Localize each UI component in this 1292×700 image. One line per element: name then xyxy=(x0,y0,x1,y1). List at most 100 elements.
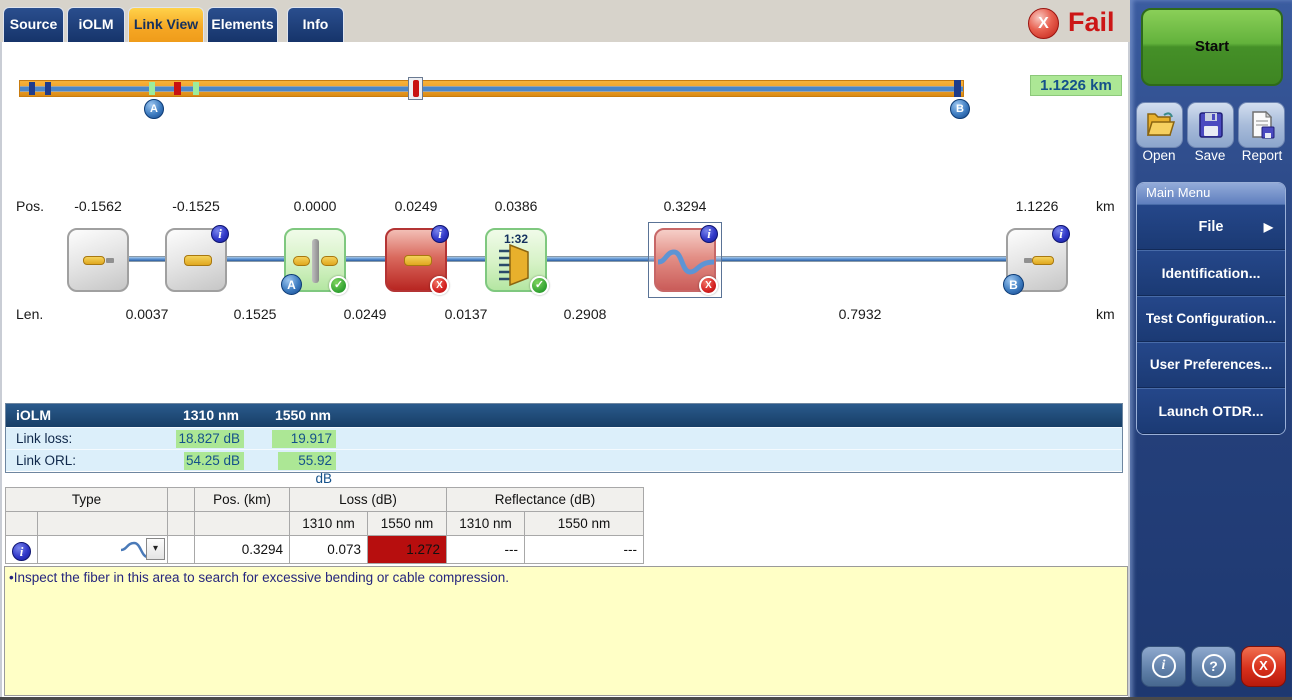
menu-item-file[interactable]: File ▶ xyxy=(1137,204,1285,250)
subcol-refl-1310: 1310 nm xyxy=(446,511,525,536)
element-position: 0.0386 xyxy=(494,198,538,214)
menu-item-identification[interactable]: Identification... xyxy=(1137,250,1285,296)
overview-marker-fail[interactable] xyxy=(174,82,181,95)
pos-unit-label: km xyxy=(1096,198,1115,214)
fail-x-badge-icon: X xyxy=(430,276,449,295)
row-blank-cell xyxy=(167,535,195,564)
connector-cross-icon xyxy=(312,239,319,283)
element-splice-2[interactable]: i xyxy=(165,225,229,292)
splitter-icon xyxy=(499,244,529,286)
point-b-badge: B xyxy=(1003,274,1024,295)
help-icon: ? xyxy=(1201,654,1226,678)
start-button[interactable]: Start xyxy=(1141,8,1283,86)
overview-marker-pass[interactable] xyxy=(193,82,199,95)
type-dropdown-button[interactable]: ▾ xyxy=(146,538,165,560)
len-unit-label: km xyxy=(1096,306,1115,322)
exit-button[interactable]: X xyxy=(1241,646,1286,687)
diagnostic-message-box: •Inspect the fiber in this area to searc… xyxy=(4,566,1128,696)
info-badge-icon: i xyxy=(700,225,718,243)
col-header-loss: Loss (dB) xyxy=(289,487,447,512)
info-badge-icon: i xyxy=(211,225,229,243)
link-overview-bar xyxy=(19,80,964,97)
menu-item-test-configuration[interactable]: Test Configuration... xyxy=(1137,296,1285,342)
report-document-icon xyxy=(1251,110,1274,139)
report-button[interactable] xyxy=(1238,102,1285,148)
menu-item-file-label: File xyxy=(1198,219,1224,235)
element-splitter[interactable]: 1:32 ✓ xyxy=(485,228,549,295)
menu-item-user-preferences[interactable]: User Preferences... xyxy=(1137,342,1285,388)
len-row-label: Len. xyxy=(16,306,44,322)
iolm-summary-table: iOLM 1310 nm 1550 nm Link loss: 18.827 d… xyxy=(5,403,1123,486)
element-splice-4[interactable]: i X xyxy=(385,225,449,295)
element-position: 0.0249 xyxy=(394,198,438,214)
link-view-panel: A B 1.1226 km Pos. -0.1562 -0.1525 0.000… xyxy=(0,42,1130,697)
summary-col-1550: 1550 nm xyxy=(274,407,332,423)
col-header-pos: Pos. (km) xyxy=(194,487,290,512)
subcol-loss-1310: 1310 nm xyxy=(289,511,368,536)
row-refl-1550-value: --- xyxy=(524,535,644,564)
link-loss-1310-value: 18.827 dB xyxy=(176,430,244,448)
tab-info[interactable]: Info xyxy=(287,7,344,42)
element-macrobend-selected[interactable]: i X xyxy=(648,222,722,298)
splitter-ratio-label: 1:32 xyxy=(503,232,529,246)
connector-icon xyxy=(1032,256,1054,265)
summary-header-row: iOLM 1310 nm 1550 nm xyxy=(6,404,1122,427)
pos-row-label: Pos. xyxy=(16,198,45,214)
element-position: 0.0000 xyxy=(293,198,337,214)
overview-marker-end[interactable] xyxy=(954,80,961,97)
fiber-core-line xyxy=(20,86,963,92)
macrobend-wave-icon xyxy=(658,249,714,275)
open-button[interactable] xyxy=(1136,102,1183,148)
splice-icon xyxy=(184,255,212,266)
connector-tip-icon xyxy=(1024,258,1032,263)
link-loss-label: Link loss: xyxy=(16,431,73,446)
info-badge-icon: i xyxy=(12,541,31,561)
tab-source[interactable]: Source xyxy=(3,7,64,42)
link-orl-1310-value: 54.25 dB xyxy=(184,452,244,470)
element-position: 0.3294 xyxy=(663,198,707,214)
overview-marker-splice[interactable] xyxy=(45,82,51,95)
overview-marker-selected[interactable] xyxy=(408,77,423,100)
subcol-refl-1550: 1550 nm xyxy=(524,511,644,536)
link-orl-row: Link ORL: 54.25 dB 55.92 dB xyxy=(6,449,1122,486)
section-length: 0.1525 xyxy=(233,306,277,322)
diagnostic-message-text: •Inspect the fiber in this area to searc… xyxy=(9,570,509,585)
element-position: -0.1525 xyxy=(172,198,220,214)
connector-icon xyxy=(293,256,310,266)
row-pos-value: 0.3294 xyxy=(194,535,290,564)
info-icon: i xyxy=(1151,654,1176,678)
main-menu-title: Main Menu xyxy=(1137,183,1285,204)
save-button-label: Save xyxy=(1194,148,1226,163)
overview-marker-pass[interactable] xyxy=(149,82,155,95)
total-length-badge: 1.1226 km xyxy=(1030,75,1122,96)
menu-item-launch-otdr[interactable]: Launch OTDR... xyxy=(1137,388,1285,434)
marker-b-badge: B xyxy=(950,99,970,119)
element-connector-b[interactable]: i B xyxy=(1003,225,1070,295)
section-length: 0.2908 xyxy=(563,306,607,322)
tab-link-view[interactable]: Link View xyxy=(128,7,204,42)
marker-a-badge: A xyxy=(144,99,164,119)
row-loss-1310-value: 0.073 xyxy=(289,535,368,564)
row-loss-1550-value-fail: 1.272 xyxy=(367,535,447,564)
overview-marker-connector[interactable] xyxy=(29,82,35,95)
status-fail-label: Fail xyxy=(1068,7,1115,37)
element-position: 1.1226 xyxy=(1015,198,1059,214)
save-floppy-icon xyxy=(1198,112,1223,138)
help-button[interactable]: ? xyxy=(1191,646,1236,687)
element-connector-a[interactable]: A ✓ xyxy=(281,228,348,295)
info-button[interactable]: i xyxy=(1141,646,1186,687)
pass-check-icon: ✓ xyxy=(530,276,549,295)
element-table-row: i ▾ 0.3294 0.073 1.272 --- --- xyxy=(5,535,644,564)
element-connector-1[interactable] xyxy=(67,228,129,292)
tab-iolm[interactable]: iOLM xyxy=(67,7,125,42)
save-button[interactable] xyxy=(1187,102,1234,148)
submenu-arrow-icon: ▶ xyxy=(1263,220,1273,234)
subcol-loss-1550: 1550 nm xyxy=(367,511,447,536)
link-loss-row: Link loss: 18.827 dB 19.917 dB xyxy=(6,427,1122,464)
tab-elements[interactable]: Elements xyxy=(207,7,278,42)
connector-icon xyxy=(321,256,338,266)
point-a-badge: A xyxy=(281,274,302,295)
section-length: 0.0037 xyxy=(125,306,169,322)
section-length: 0.0137 xyxy=(444,306,488,322)
